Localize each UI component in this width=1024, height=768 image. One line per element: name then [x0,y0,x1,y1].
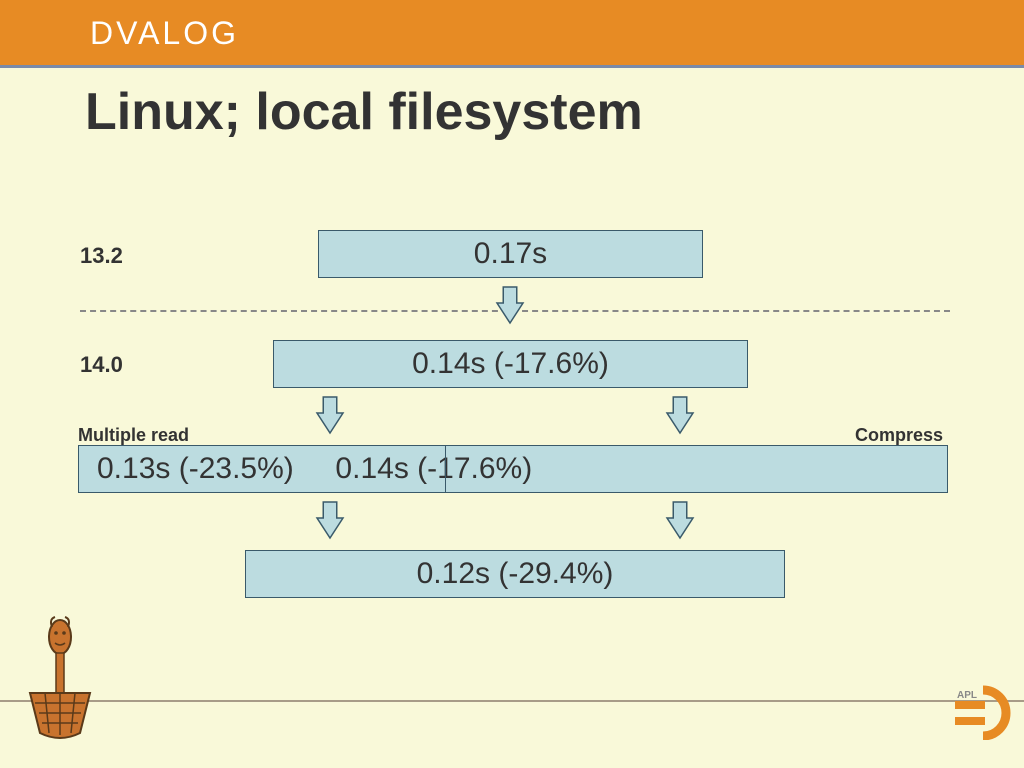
box-split: 0.13s (-23.5%) 0.14s (-17.6%) [78,445,948,493]
box-split-divider [445,445,446,493]
header-underline [0,65,1024,68]
down-arrow-icon-2r [665,395,695,435]
footer-line [0,700,1024,702]
page-title: Linux; local filesystem [85,82,643,142]
label-13-2: 13.2 [80,243,123,269]
down-arrow-icon-1 [495,285,525,325]
box-014s-a-text: 0.14s (-17.6%) [412,347,609,381]
box-split-text: 0.13s (-23.5%) 0.14s (-17.6%) [97,452,532,486]
dyalog-logo-text: DVALOG [90,15,239,52]
box-017s-text: 0.17s [474,237,547,271]
down-arrow-icon-2l [315,395,345,435]
apl-logo-icon: APL [945,685,1015,740]
label-14-0: 14.0 [80,352,123,378]
label-multiple-read: Multiple read [78,425,189,446]
label-compress: Compress [855,425,943,446]
down-arrow-icon-3l [315,500,345,540]
viking-boat-icon [25,615,95,745]
box-014s-a: 0.14s (-17.6%) [273,340,748,388]
box-012s: 0.12s (-29.4%) [245,550,785,598]
slide: DVALOG Linux; local filesystem 13.2 14.0… [0,0,1024,768]
down-arrow-icon-3r [665,500,695,540]
box-017s: 0.17s [318,230,703,278]
svg-text:APL: APL [957,690,977,701]
box-012s-text: 0.12s (-29.4%) [417,557,614,591]
